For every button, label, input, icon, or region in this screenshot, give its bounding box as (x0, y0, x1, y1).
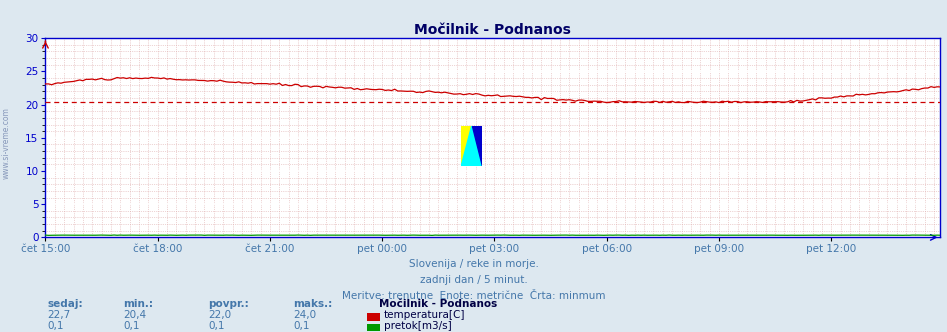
Text: 0,1: 0,1 (123, 321, 139, 331)
Text: Meritve: trenutne  Enote: metrične  Črta: minmum: Meritve: trenutne Enote: metrične Črta: … (342, 291, 605, 301)
Text: 22,0: 22,0 (208, 310, 231, 320)
Polygon shape (461, 126, 482, 166)
Title: Močilnik - Podnanos: Močilnik - Podnanos (415, 23, 571, 37)
Text: 0,1: 0,1 (294, 321, 310, 331)
Text: temperatura[C]: temperatura[C] (384, 310, 465, 320)
Text: Močilnik - Podnanos: Močilnik - Podnanos (379, 299, 497, 309)
Text: maks.:: maks.: (294, 299, 332, 309)
Polygon shape (461, 126, 472, 166)
Text: pretok[m3/s]: pretok[m3/s] (384, 321, 452, 331)
Text: zadnji dan / 5 minut.: zadnji dan / 5 minut. (420, 275, 527, 285)
Text: www.si-vreme.com: www.si-vreme.com (2, 107, 11, 179)
Text: povpr.:: povpr.: (208, 299, 249, 309)
Text: 0,1: 0,1 (47, 321, 63, 331)
Text: 20,4: 20,4 (123, 310, 146, 320)
Text: sedaj:: sedaj: (47, 299, 83, 309)
Text: 22,7: 22,7 (47, 310, 71, 320)
Text: min.:: min.: (123, 299, 153, 309)
Text: 0,1: 0,1 (208, 321, 224, 331)
Text: 24,0: 24,0 (294, 310, 316, 320)
Text: Slovenija / reke in morje.: Slovenija / reke in morje. (408, 259, 539, 269)
Polygon shape (472, 126, 482, 166)
